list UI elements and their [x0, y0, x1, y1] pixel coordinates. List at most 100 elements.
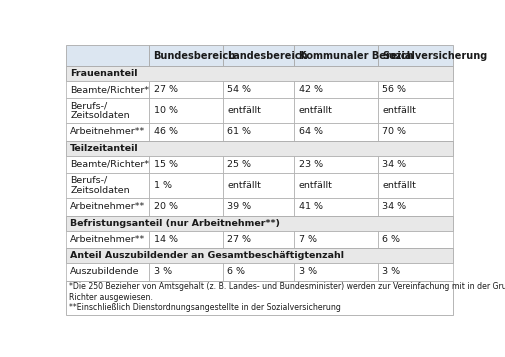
Bar: [293, 123, 377, 141]
Text: Auszubildende: Auszubildende: [70, 267, 139, 276]
Bar: [293, 156, 377, 173]
Text: entfällt: entfällt: [227, 181, 261, 190]
Bar: [222, 98, 293, 123]
Bar: [148, 81, 222, 98]
Bar: [377, 231, 452, 248]
Bar: [293, 198, 377, 216]
Bar: [148, 263, 222, 281]
Bar: [66, 123, 148, 141]
Text: 3 %: 3 %: [153, 267, 171, 276]
Bar: [222, 173, 293, 198]
Bar: [148, 45, 222, 66]
Text: **Einschließlich Dienstordnungsangestellte in der Sozialversicherung: **Einschließlich Dienstordnungsangestell…: [69, 303, 341, 312]
Text: 41 %: 41 %: [298, 202, 322, 211]
Bar: [222, 123, 293, 141]
Bar: [66, 141, 452, 156]
Bar: [66, 98, 148, 123]
Text: 34 %: 34 %: [381, 202, 406, 211]
Text: 20 %: 20 %: [153, 202, 177, 211]
Bar: [148, 231, 222, 248]
Text: Berufs-/
Zeitsoldaten: Berufs-/ Zeitsoldaten: [70, 101, 130, 120]
Text: Bundesbereich: Bundesbereich: [153, 50, 235, 60]
Bar: [222, 156, 293, 173]
Bar: [66, 45, 148, 66]
Bar: [148, 98, 222, 123]
Text: 3 %: 3 %: [298, 267, 316, 276]
Bar: [293, 231, 377, 248]
Text: 3 %: 3 %: [381, 267, 399, 276]
Text: Berufs-/
Zeitsoldaten: Berufs-/ Zeitsoldaten: [70, 176, 130, 195]
Bar: [66, 156, 148, 173]
Text: 1 %: 1 %: [153, 181, 171, 190]
Bar: [377, 123, 452, 141]
Bar: [66, 81, 148, 98]
Text: 61 %: 61 %: [227, 127, 250, 136]
Bar: [377, 198, 452, 216]
Bar: [222, 198, 293, 216]
Bar: [66, 173, 148, 198]
Bar: [377, 173, 452, 198]
Text: 34 %: 34 %: [381, 160, 406, 169]
Text: 64 %: 64 %: [298, 127, 322, 136]
Text: Richter ausgewiesen.: Richter ausgewiesen.: [69, 293, 153, 302]
Text: Befristungsanteil (nur Arbeitnehmer**): Befristungsanteil (nur Arbeitnehmer**): [70, 218, 280, 227]
Bar: [222, 81, 293, 98]
Bar: [66, 263, 148, 281]
Bar: [148, 156, 222, 173]
Text: Kommunaler Bereich: Kommunaler Bereich: [298, 50, 413, 60]
Text: 25 %: 25 %: [227, 160, 250, 169]
Bar: [148, 173, 222, 198]
Text: Sozialversicherung: Sozialversicherung: [381, 50, 486, 60]
Bar: [148, 198, 222, 216]
Text: 46 %: 46 %: [153, 127, 177, 136]
Bar: [66, 248, 452, 263]
Text: Anteil Auszubildender an Gesamtbeschäftigtenzahl: Anteil Auszubildender an Gesamtbeschäfti…: [70, 251, 343, 260]
Bar: [377, 98, 452, 123]
Bar: [66, 216, 452, 231]
Bar: [66, 281, 452, 316]
Bar: [377, 156, 452, 173]
Text: 27 %: 27 %: [153, 85, 177, 94]
Text: 15 %: 15 %: [153, 160, 177, 169]
Text: Teilzeitanteil: Teilzeitanteil: [70, 144, 138, 153]
Text: entfällt: entfällt: [381, 106, 415, 115]
Text: 10 %: 10 %: [153, 106, 177, 115]
Text: entfällt: entfällt: [298, 181, 332, 190]
Text: Beamte/Richter*: Beamte/Richter*: [70, 85, 149, 94]
Bar: [377, 45, 452, 66]
Bar: [222, 45, 293, 66]
Bar: [293, 263, 377, 281]
Text: Beamte/Richter*: Beamte/Richter*: [70, 160, 149, 169]
Text: *Die 250 Bezieher von Amtsgehalt (z. B. Landes- und Bundesminister) werden zur V: *Die 250 Bezieher von Amtsgehalt (z. B. …: [69, 282, 505, 291]
Text: Landesbereich: Landesbereich: [227, 50, 307, 60]
Bar: [66, 66, 452, 81]
Text: 56 %: 56 %: [381, 85, 406, 94]
Text: 54 %: 54 %: [227, 85, 250, 94]
Text: 42 %: 42 %: [298, 85, 322, 94]
Bar: [293, 98, 377, 123]
Bar: [293, 81, 377, 98]
Bar: [377, 263, 452, 281]
Text: Arbeitnehmer**: Arbeitnehmer**: [70, 235, 145, 244]
Text: 27 %: 27 %: [227, 235, 250, 244]
Bar: [293, 173, 377, 198]
Bar: [222, 263, 293, 281]
Bar: [66, 198, 148, 216]
Text: 70 %: 70 %: [381, 127, 406, 136]
Text: 7 %: 7 %: [298, 235, 316, 244]
Bar: [148, 123, 222, 141]
Text: entfällt: entfällt: [381, 181, 415, 190]
Text: Arbeitnehmer**: Arbeitnehmer**: [70, 127, 145, 136]
Text: entfällt: entfällt: [227, 106, 261, 115]
Bar: [66, 231, 148, 248]
Text: 14 %: 14 %: [153, 235, 177, 244]
Text: Arbeitnehmer**: Arbeitnehmer**: [70, 202, 145, 211]
Text: 6 %: 6 %: [381, 235, 399, 244]
Text: 6 %: 6 %: [227, 267, 245, 276]
Text: 23 %: 23 %: [298, 160, 322, 169]
Text: entfällt: entfällt: [298, 106, 332, 115]
Bar: [222, 231, 293, 248]
Text: 39 %: 39 %: [227, 202, 251, 211]
Bar: [293, 45, 377, 66]
Text: Frauenanteil: Frauenanteil: [70, 69, 137, 78]
